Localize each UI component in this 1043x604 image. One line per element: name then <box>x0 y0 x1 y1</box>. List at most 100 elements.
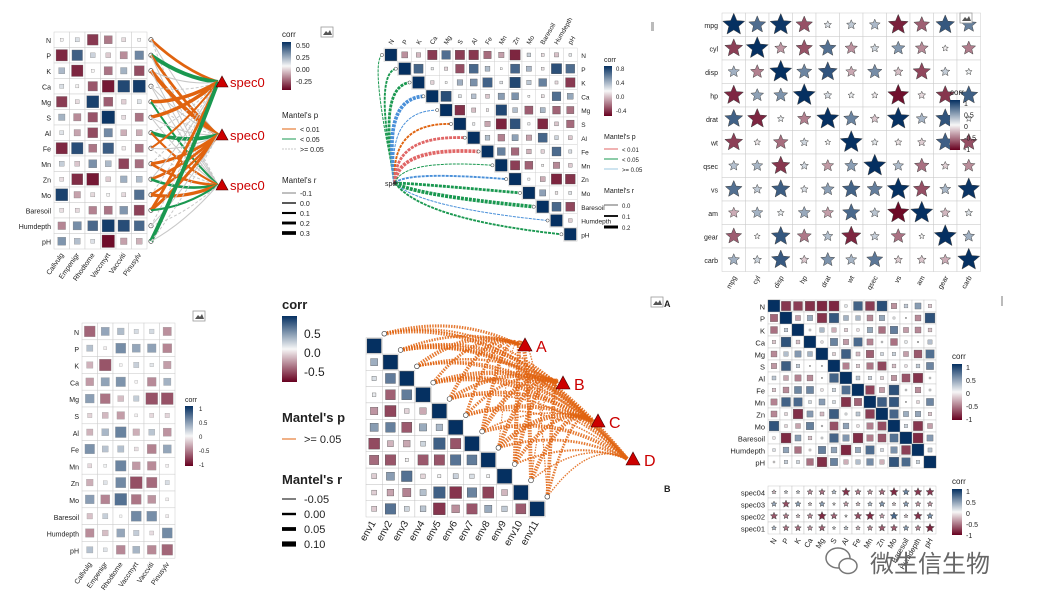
corr-star <box>926 500 934 507</box>
corr-square <box>865 385 875 395</box>
corr-star <box>878 487 886 496</box>
corr-star <box>751 159 764 171</box>
corr-square <box>74 238 81 245</box>
corr-star <box>807 501 813 507</box>
corr-square <box>522 186 535 199</box>
corr-square <box>385 373 396 384</box>
corr-star <box>853 511 863 520</box>
corr-square <box>891 303 897 309</box>
corr-square <box>855 459 861 465</box>
corr-square <box>887 419 901 433</box>
corr-star <box>886 106 910 129</box>
colorbar-tick: 0.25 <box>296 55 310 62</box>
corr-star <box>772 133 789 150</box>
corr-square <box>146 477 158 488</box>
row-label: drat <box>706 117 718 124</box>
corr-square <box>469 64 479 74</box>
node-point <box>381 331 387 337</box>
corr-square <box>782 386 790 394</box>
corr-square <box>830 446 838 454</box>
row-label: pH <box>581 232 590 239</box>
row-label: Humdepth <box>581 219 611 226</box>
corr-square <box>540 149 545 154</box>
corr-square <box>851 383 865 397</box>
row-label: Zn <box>756 411 765 420</box>
col-label: hp <box>799 275 809 285</box>
corr-square <box>843 315 849 321</box>
corr-square <box>145 392 158 405</box>
corr-square <box>807 351 813 357</box>
icon-mountain <box>653 300 662 305</box>
colorbar-tick: -0.4 <box>616 109 627 115</box>
corr-square <box>501 505 508 512</box>
corr-square <box>498 52 505 58</box>
corr-star <box>799 137 810 147</box>
corr-square <box>783 327 789 333</box>
mantel-link <box>390 94 424 184</box>
colorbar-tick: -0.5 <box>966 522 978 529</box>
corr-square <box>928 412 932 416</box>
corr-star <box>913 487 923 496</box>
mantel-link <box>150 184 219 242</box>
corr-square <box>56 96 68 108</box>
corr-square <box>116 411 125 420</box>
colorbar-rect <box>950 100 960 150</box>
row-label: Fe <box>581 150 589 157</box>
mantel-link <box>387 81 410 184</box>
corr-square <box>55 49 68 62</box>
corr-square <box>134 446 139 452</box>
corr-square <box>512 107 518 113</box>
corr-star <box>939 206 951 218</box>
corr-square <box>87 34 99 46</box>
corr-square <box>450 454 462 466</box>
corr-star <box>902 500 910 508</box>
corr-square <box>455 64 465 74</box>
corr-square <box>877 361 887 371</box>
corr-square <box>102 513 109 520</box>
corr-square <box>524 105 534 115</box>
corr-star <box>817 61 838 81</box>
p-key-label: < 0.05 <box>622 158 640 164</box>
corr-star <box>940 66 951 77</box>
colorbar-tick: 0.5 <box>964 113 974 120</box>
corr-star <box>935 14 956 34</box>
corr-square <box>74 37 80 43</box>
corr-square <box>843 339 849 345</box>
corr-square <box>102 445 109 453</box>
col-label: S <box>828 537 838 546</box>
r-key-label: 0.0 <box>300 201 310 208</box>
row-label: am <box>708 211 718 218</box>
corr-square <box>119 51 128 60</box>
corr-square <box>926 434 934 442</box>
corr-star <box>964 208 974 217</box>
corr-star <box>925 522 935 533</box>
corr-square <box>120 175 128 183</box>
node-point <box>393 66 398 71</box>
corr-square <box>565 174 576 185</box>
mantel-link <box>150 55 219 186</box>
r-key-label: 0.1 <box>300 211 310 218</box>
row-label: vs <box>711 188 719 195</box>
colorbar-tick: 1 <box>966 365 970 372</box>
corr-square <box>497 134 505 142</box>
col-label: Fe <box>851 537 863 549</box>
mantel-link <box>546 453 628 498</box>
corr-square <box>856 424 860 428</box>
spec-node <box>393 181 397 185</box>
corr-star <box>769 511 779 520</box>
row-label: Mn <box>755 399 765 408</box>
mantel-link <box>150 70 219 84</box>
p-key-label: < 0.05 <box>300 137 320 144</box>
colorbar-tick: 0.5 <box>966 500 976 507</box>
corr-square <box>72 221 82 231</box>
corr-square <box>104 35 113 44</box>
corr-star <box>821 205 835 219</box>
p6-colorbar-2 <box>952 489 962 535</box>
corr-square <box>121 115 126 120</box>
corr-square <box>163 377 172 386</box>
corr-square <box>509 173 522 186</box>
corr-star <box>823 90 833 100</box>
corr-square <box>71 173 83 185</box>
corr-square <box>781 397 791 407</box>
